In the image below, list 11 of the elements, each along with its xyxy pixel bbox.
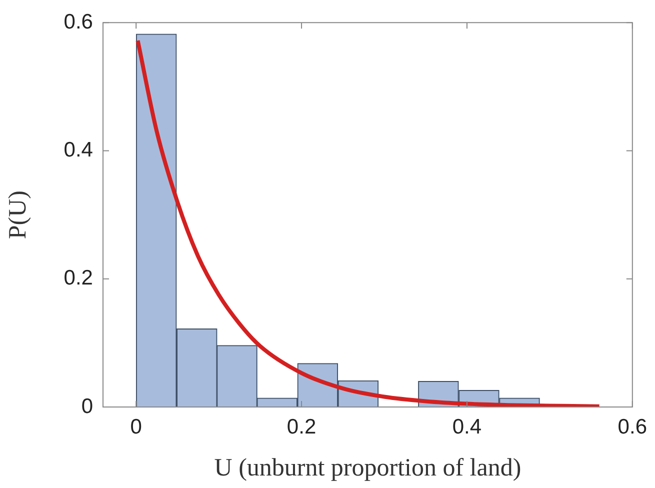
y-tick-label: 0.4 (64, 138, 94, 162)
x-axis-title: U (unburnt proportion of land) (214, 454, 522, 482)
y-tick-label: 0.2 (64, 266, 93, 290)
line-series (136, 38, 602, 407)
y-tick-label: 0 (81, 394, 93, 418)
x-tick-label: 0 (130, 415, 142, 438)
x-tick-label: 0.6 (618, 415, 648, 438)
x-tick-label: 0.2 (286, 415, 316, 438)
y-axis-title: P(U) (4, 190, 32, 240)
y-tick-label: 0.6 (64, 10, 93, 34)
x-tick-label: 0.4 (452, 415, 482, 438)
